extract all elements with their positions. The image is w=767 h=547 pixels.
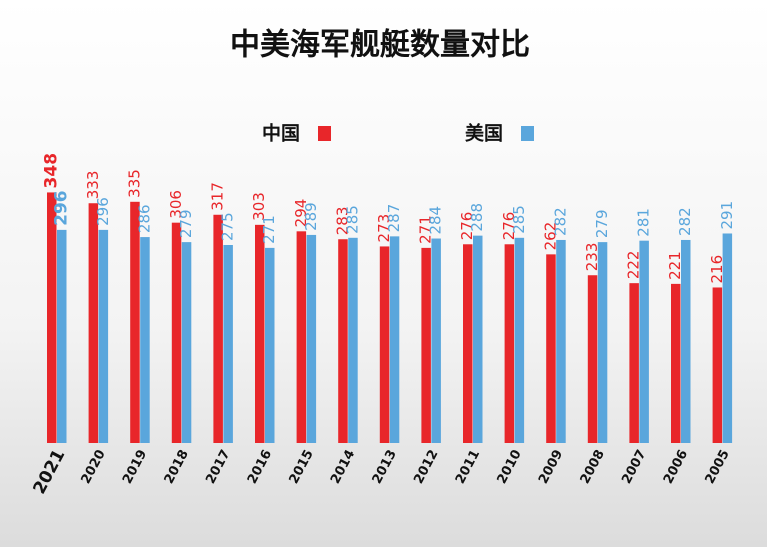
bar: [348, 237, 358, 443]
bar: [255, 224, 265, 443]
bar: [98, 229, 109, 443]
bar: [213, 214, 223, 443]
value-label: 291: [718, 201, 736, 230]
legend-label: 中国: [262, 122, 300, 145]
value-label: 306: [167, 190, 185, 219]
value-label: 221: [666, 251, 684, 280]
legend-swatch: [521, 126, 534, 141]
value-label: 348: [42, 153, 62, 189]
bar: [473, 235, 483, 443]
value-label: 222: [625, 251, 643, 280]
value-label: 286: [135, 204, 153, 233]
value-label: 296: [52, 190, 72, 226]
bar: [223, 245, 233, 443]
bar: [681, 239, 691, 443]
value-label: 282: [676, 207, 694, 236]
bar: [47, 192, 57, 443]
value-label: 284: [427, 206, 445, 235]
bar: [57, 229, 67, 443]
value-label: 233: [583, 243, 601, 272]
value-label: 279: [177, 209, 195, 238]
value-label: 333: [84, 171, 102, 200]
bar: [338, 239, 348, 443]
value-label: 275: [219, 212, 237, 241]
bar: [546, 254, 556, 443]
value-label: 271: [260, 215, 278, 244]
bar: [296, 231, 307, 443]
bar: [379, 246, 390, 443]
bar: [597, 242, 608, 443]
bar: [140, 237, 150, 443]
value-label: 279: [593, 209, 611, 238]
value-label: 289: [302, 202, 320, 231]
value-label: 335: [125, 169, 143, 198]
value-label: 285: [343, 205, 361, 234]
bar: [671, 283, 681, 443]
value-label: 283: [333, 207, 351, 236]
legend-label: 美国: [465, 122, 503, 145]
bar: [514, 237, 525, 443]
bar: [629, 283, 639, 443]
value-label: 216: [708, 255, 726, 284]
value-label: 281: [635, 208, 653, 237]
value-label: 288: [468, 203, 486, 232]
bar: [265, 247, 275, 443]
bar: [556, 239, 566, 443]
value-label: 273: [375, 214, 393, 243]
bar: [181, 242, 192, 443]
value-label: 303: [250, 192, 268, 221]
bar: [463, 244, 473, 443]
value-label: 287: [385, 204, 403, 233]
bar: [587, 275, 598, 443]
bar: [421, 247, 431, 443]
bar: [88, 203, 99, 443]
bar: [130, 201, 140, 443]
chart-title: 中美海军舰艇数量对比: [230, 28, 530, 63]
value-label: 271: [417, 215, 435, 244]
value-label: 296: [94, 197, 112, 226]
value-label: 317: [209, 182, 227, 211]
bar: [712, 287, 723, 443]
value-label: 282: [551, 207, 569, 236]
bar: [639, 240, 649, 443]
bar: [431, 238, 441, 443]
legend-swatch: [318, 126, 331, 141]
value-label: 276: [500, 212, 518, 241]
bar: [722, 233, 733, 443]
value-label: 262: [541, 222, 559, 251]
bar: [171, 222, 182, 443]
value-label: 285: [510, 205, 528, 234]
bar: [504, 244, 515, 443]
value-label: 294: [292, 199, 310, 228]
value-label: 276: [458, 212, 476, 241]
bar: [306, 234, 317, 443]
bar: [389, 236, 400, 443]
